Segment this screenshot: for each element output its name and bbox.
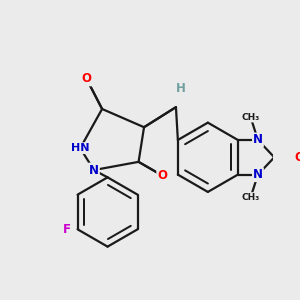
Text: N: N [89,164,99,177]
Text: CH₃: CH₃ [242,193,260,202]
Text: H: H [176,82,185,94]
Text: N: N [253,134,263,146]
Text: CH₃: CH₃ [242,113,260,122]
Text: O: O [157,169,167,182]
Text: N: N [253,168,263,181]
Text: F: F [63,223,70,236]
Text: O: O [295,151,300,164]
Text: HN: HN [71,143,89,153]
Text: O: O [82,72,92,86]
